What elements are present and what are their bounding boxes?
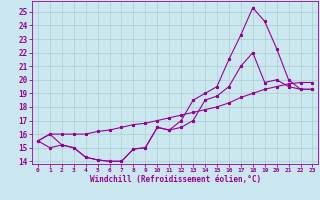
X-axis label: Windchill (Refroidissement éolien,°C): Windchill (Refroidissement éolien,°C)	[90, 175, 261, 184]
